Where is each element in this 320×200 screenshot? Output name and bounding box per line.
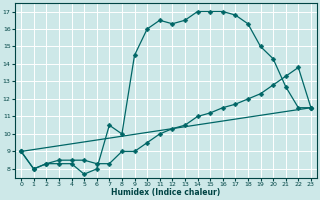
- X-axis label: Humidex (Indice chaleur): Humidex (Indice chaleur): [111, 188, 221, 197]
